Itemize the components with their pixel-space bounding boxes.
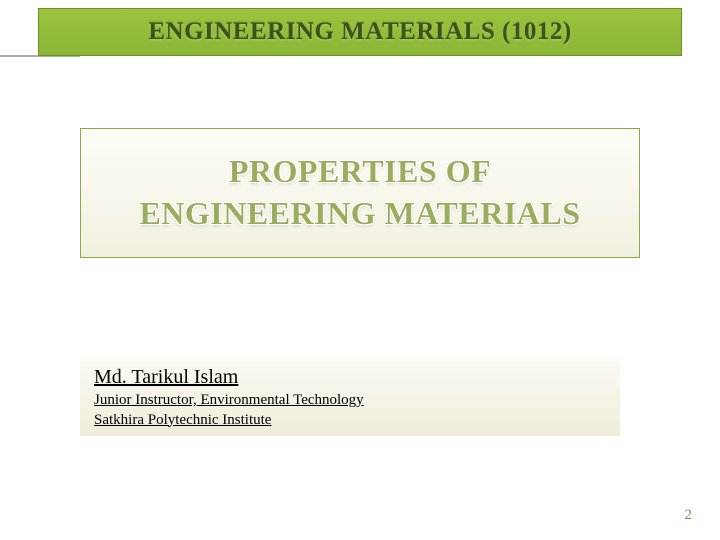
title-line1: PROPERTIES OF [229, 153, 491, 189]
author-role: Junior Instructor, Environmental Technol… [94, 391, 606, 411]
title-box: PROPERTIES OF ENGINEERING MATERIALS [80, 128, 640, 258]
author-box: Md. Tarikul Islam Junior Instructor, Env… [80, 358, 620, 436]
header-title: ENGINEERING MATERIALS (1012) [148, 18, 571, 46]
author-org: Satkhira Polytechnic Institute [94, 411, 606, 431]
page-number: 2 [685, 507, 693, 524]
title-line2: ENGINEERING MATERIALS [139, 195, 580, 231]
header-bar: ENGINEERING MATERIALS (1012) [38, 8, 682, 56]
slide-title: PROPERTIES OF ENGINEERING MATERIALS [139, 151, 580, 234]
author-name: Md. Tarikul Islam [94, 366, 606, 389]
